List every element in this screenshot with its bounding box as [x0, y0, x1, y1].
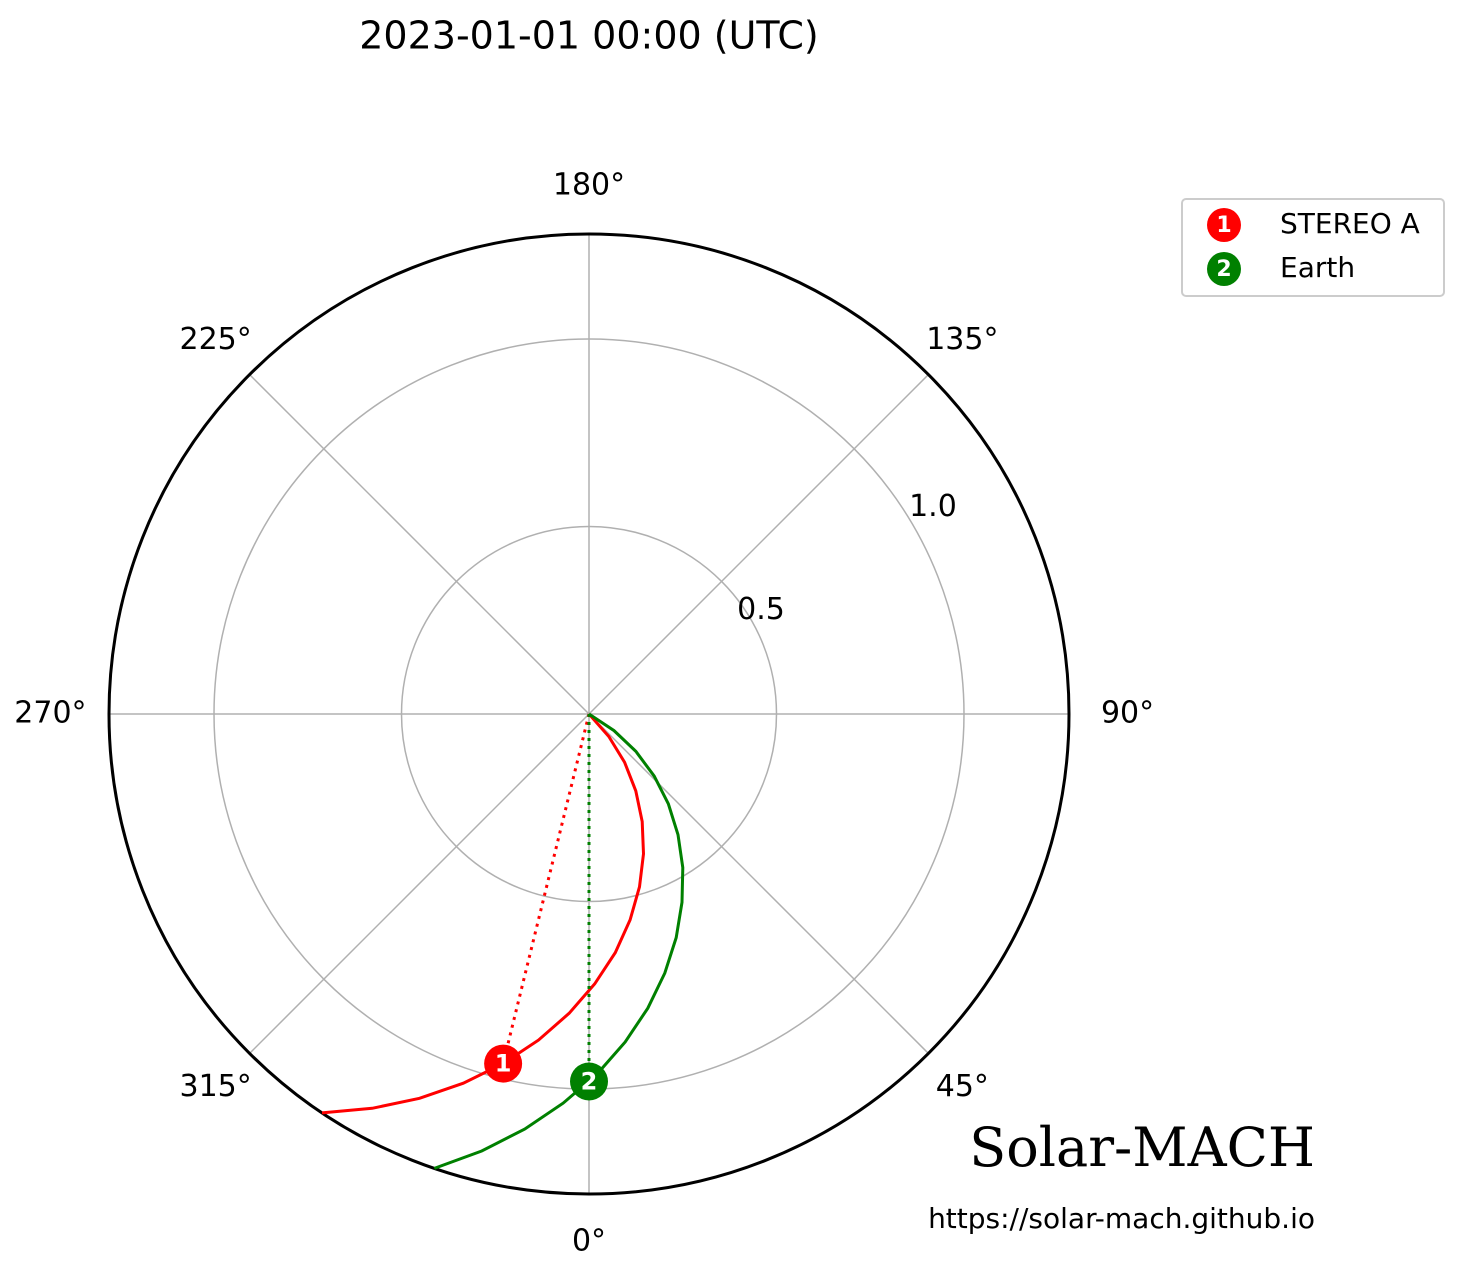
theta-grid-line [588, 374, 929, 715]
legend-marker-label: 1 [1216, 213, 1231, 238]
legend-marker-label: 2 [1216, 257, 1231, 282]
theta-grid-line [249, 374, 590, 715]
r-tick-label: 1.0 [909, 489, 957, 524]
spiral-line [321, 713, 646, 1115]
r-tick-label: 0.5 [737, 592, 785, 627]
radial-line [501, 713, 591, 1064]
chart-title: 2023-01-01 00:00 (UTC) [359, 14, 819, 58]
theta-tick-label: 45° [936, 1069, 989, 1104]
theta-grid-line [588, 713, 929, 1054]
legend-marker [1207, 208, 1241, 242]
theta-tick-label: 315° [180, 1069, 252, 1104]
spiral-line [433, 712, 685, 1170]
url-label: https://solar-mach.github.io [928, 1202, 1315, 1235]
theta-grid-line [249, 713, 590, 1054]
brand-label: Solar-MACH [969, 1116, 1315, 1179]
theta-tick-label: 0° [572, 1224, 606, 1259]
theta-tick-label: 90° [1101, 696, 1154, 731]
theta-tick-label: 270° [14, 696, 86, 731]
legend-marker [1207, 252, 1241, 286]
r-grid-circle [400, 525, 778, 903]
legend-label: STEREO A [1280, 207, 1420, 240]
body-marker-label: 2 [581, 1068, 598, 1096]
outer-frame [107, 232, 1071, 1196]
theta-tick-label: 225° [180, 322, 252, 357]
body-marker-label: 1 [495, 1050, 512, 1078]
legend-box [1181, 198, 1445, 297]
theta-tick-label: 180° [553, 168, 625, 203]
body-marker [484, 1044, 523, 1083]
theta-tick-label: 135° [926, 322, 998, 357]
body-marker [570, 1062, 608, 1101]
legend-label: Earth [1280, 251, 1355, 284]
